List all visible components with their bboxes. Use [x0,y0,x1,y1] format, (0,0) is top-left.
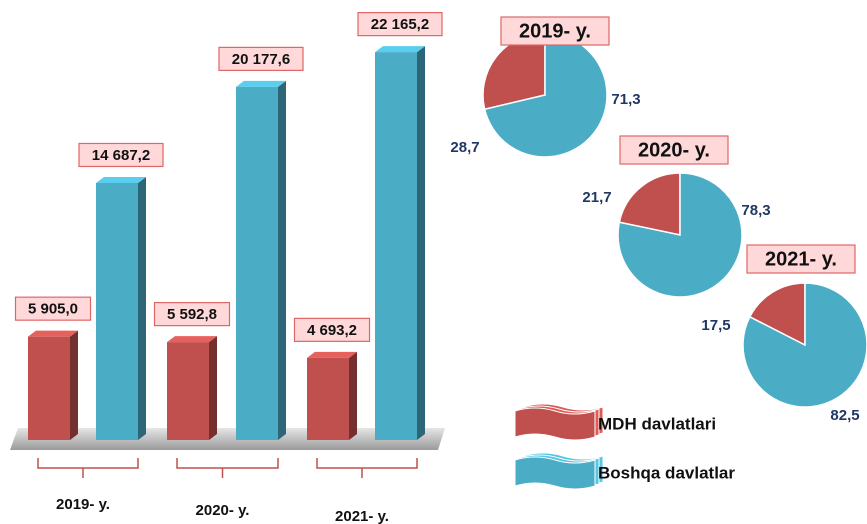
pie-label: 82,5 [830,407,859,424]
legend-swatch [514,407,596,441]
label-box [14,296,92,321]
bar-face [70,330,78,440]
bar-face [96,182,138,440]
value-label: 14 687,2 [92,147,150,164]
value-label: 5 905,0 [28,301,78,318]
pie-slice [742,282,867,408]
label-box [78,142,164,168]
pie-slice [748,282,806,347]
bar-face [138,176,146,440]
legend-swatch [514,456,596,490]
pie-label: 78,3 [741,202,770,219]
legend-label: MDH davlatlari [598,414,716,433]
bar-face [167,336,217,343]
bar-face [236,86,278,440]
pie-slice [618,172,681,236]
category-brace [176,458,279,478]
x-tick-label: 2020- y. [196,502,250,519]
bar-face [349,351,357,440]
bar-face [96,176,146,183]
bar [28,330,78,440]
label-box [293,317,371,342]
label-box [218,46,304,71]
value-label: 20 177,6 [232,51,290,68]
bar-face [375,52,417,440]
bar-face [209,336,217,440]
value-label: 2019- y. [519,20,591,42]
bar [375,46,425,440]
bar-face [28,330,78,337]
value-label: 22 165,2 [371,16,429,33]
label-box [357,12,443,37]
category-brace [37,458,139,478]
pie-label: 17,5 [701,317,730,334]
bar-face [307,351,357,358]
value-label: 2020- y. [638,139,710,161]
value-label: 2021- y. [765,248,837,270]
label-box [153,302,231,327]
bar [307,351,357,440]
value-label: 5 592,8 [167,306,217,323]
x-tick-label: 2019- y. [56,496,110,513]
bar [236,80,286,440]
legend-label: Boshqa davlatlar [598,463,735,482]
pie-label: 21,7 [582,189,611,206]
bar-face [236,80,286,87]
label-box [746,244,856,274]
bar-face [307,357,349,440]
bar-face [417,46,425,440]
value-label: 4 693,2 [307,322,357,339]
category-brace [316,458,418,478]
bar-face [167,342,209,440]
bar-face [375,46,425,53]
bar [96,176,146,440]
pie-label: 28,7 [450,139,479,156]
label-box [500,16,610,46]
bar [167,336,217,440]
pie-slice [617,172,743,298]
bar-face [278,80,286,440]
bar-face [28,336,70,440]
x-tick-label: 2021- y. [335,508,389,524]
pie-label: 71,3 [611,91,640,108]
label-box [619,135,729,165]
